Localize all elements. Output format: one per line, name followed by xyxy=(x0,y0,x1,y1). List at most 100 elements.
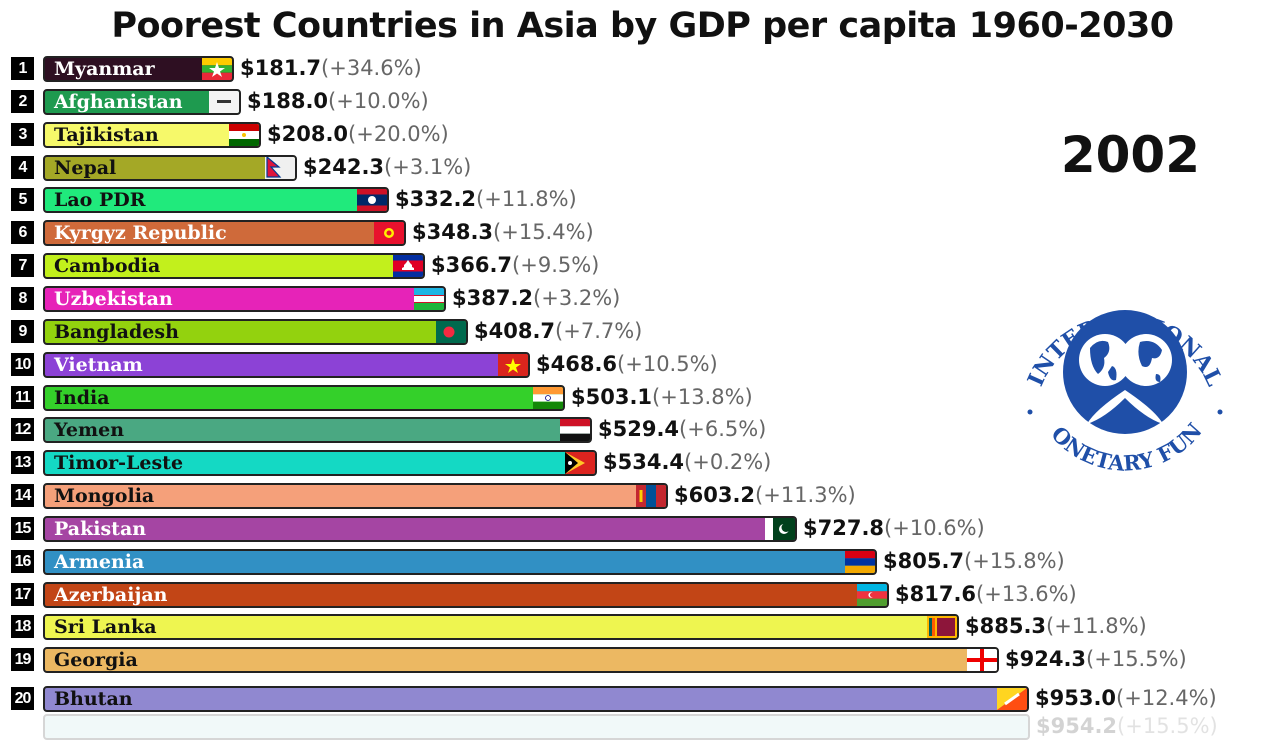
change-percent: (+3.2%) xyxy=(533,285,621,310)
pakistan-flag-icon xyxy=(765,517,795,540)
armenia-flag-icon xyxy=(845,550,875,573)
gdp-value: $817.6 xyxy=(895,581,977,606)
rank-badge: 7 xyxy=(11,254,34,278)
bar: Kyrgyz Republic xyxy=(43,220,406,247)
gdp-value: $503.1 xyxy=(571,384,653,409)
country-label: Bangladesh xyxy=(54,320,179,343)
change-percent: (+0.2%) xyxy=(684,450,772,475)
value-label: $366.7(+9.5%) xyxy=(431,253,599,277)
country-label: Tajikistan xyxy=(54,123,159,146)
change-percent: (+11.8%) xyxy=(1046,614,1147,639)
value-label: $503.1(+13.8%) xyxy=(571,385,753,409)
gdp-value: $924.3 xyxy=(1005,647,1087,672)
country-label: Pakistan xyxy=(54,517,147,540)
timor-leste-flag-icon xyxy=(565,452,595,475)
vietnam-flag-icon xyxy=(498,353,528,376)
change-percent: (+15.4%) xyxy=(493,220,594,245)
country-label: Cambodia xyxy=(54,255,161,278)
afghanistan-flag-icon xyxy=(209,90,239,113)
gdp-value: $885.3 xyxy=(965,614,1047,639)
gdp-value: $188.0 xyxy=(247,88,329,113)
myanmar-flag-icon xyxy=(202,58,232,80)
bar: Lao PDR xyxy=(43,187,389,214)
gdp-value: $348.3 xyxy=(412,220,494,245)
change-percent: (+15.5%) xyxy=(1117,714,1218,738)
bar: Vietnam xyxy=(43,351,530,378)
rank-badge: 8 xyxy=(11,286,34,310)
country-label: Afghanistan xyxy=(54,90,183,113)
country-label: Mongolia xyxy=(54,485,155,508)
bangladesh-flag-icon xyxy=(436,320,466,343)
rank-badge: 12 xyxy=(11,418,34,442)
change-percent: (+3.1%) xyxy=(384,154,472,179)
rank-badge: 9 xyxy=(11,319,34,343)
bar: Myanmar xyxy=(43,56,234,82)
rank-badge: 6 xyxy=(11,221,34,245)
rank-badge: 3 xyxy=(11,122,34,146)
value-label: $885.3(+11.8%) xyxy=(965,614,1147,638)
country-label: Myanmar xyxy=(54,58,155,80)
kyrgyzstan-flag-icon xyxy=(374,222,404,245)
bar: Georgia xyxy=(43,647,999,674)
country-label: India xyxy=(54,386,110,409)
change-percent: (+10.5%) xyxy=(617,351,718,376)
change-percent: (+6.5%) xyxy=(679,417,767,442)
value-label: $727.8(+10.6%) xyxy=(803,516,985,540)
value-label: $603.2(+11.3%) xyxy=(674,483,856,507)
uzbekistan-flag-icon xyxy=(414,287,444,310)
gdp-value: $953.0 xyxy=(1035,686,1117,711)
rank-badge: 14 xyxy=(11,484,34,508)
bhutan-flag-icon xyxy=(997,688,1027,711)
gdp-value: $534.4 xyxy=(603,450,685,475)
bar: Yemen xyxy=(43,417,592,444)
bar xyxy=(43,714,1030,740)
bar: India xyxy=(43,384,565,411)
change-percent: (+9.5%) xyxy=(512,253,600,278)
country-label: Timor-Leste xyxy=(54,452,184,475)
india-flag-icon xyxy=(533,386,563,409)
bar: Timor-Leste xyxy=(43,450,597,477)
change-percent: (+13.6%) xyxy=(976,581,1077,606)
value-label: $954.2(+15.5%) xyxy=(1036,714,1218,738)
value-label: $181.7(+34.6%) xyxy=(240,56,422,80)
georgia-flag-icon xyxy=(967,649,997,672)
gdp-value: $366.7 xyxy=(431,253,513,278)
change-percent: (+34.6%) xyxy=(321,56,422,80)
country-label: Sri Lanka xyxy=(54,616,157,639)
value-label: $208.0(+20.0%) xyxy=(267,122,449,146)
change-percent: (+10.6%) xyxy=(884,515,985,540)
bar: Pakistan xyxy=(43,515,797,542)
bar: Azerbaijan xyxy=(43,581,889,608)
change-percent: (+10.0%) xyxy=(328,88,429,113)
change-percent: (+15.8%) xyxy=(964,548,1065,573)
rank-badge: 18 xyxy=(11,615,34,639)
laos-flag-icon xyxy=(357,189,387,212)
value-label: $817.6(+13.6%) xyxy=(895,582,1077,606)
gdp-value: $208.0 xyxy=(267,121,349,146)
cambodia-flag-icon xyxy=(393,255,423,278)
azerbaijan-flag-icon xyxy=(857,583,887,606)
country-label: Nepal xyxy=(54,156,117,179)
rank-badge: 2 xyxy=(11,89,34,113)
bar: Afghanistan xyxy=(43,88,241,115)
imf-logo: INTERNATIONAL MONETARY FUND xyxy=(1016,262,1227,476)
country-label: Yemen xyxy=(54,419,125,442)
value-label: $348.3(+15.4%) xyxy=(412,220,594,244)
gdp-value: $387.2 xyxy=(452,285,534,310)
country-label: Armenia xyxy=(54,550,145,573)
change-percent: (+20.0%) xyxy=(348,121,449,146)
change-percent: (+15.5%) xyxy=(1086,647,1187,672)
bar: Nepal xyxy=(43,154,297,181)
rank-badge: 10 xyxy=(11,352,34,376)
change-percent: (+7.7%) xyxy=(555,318,643,343)
rank-badge: 13 xyxy=(11,451,34,475)
gdp-value: $181.7 xyxy=(240,56,322,80)
bar: Bangladesh xyxy=(43,318,468,345)
mongolia-flag-icon xyxy=(636,485,666,508)
rank-badge: 4 xyxy=(11,155,34,179)
gdp-value: $408.7 xyxy=(474,318,556,343)
rank-badge: 17 xyxy=(11,582,34,606)
country-label: Uzbekistan xyxy=(54,287,173,310)
country-label: Azerbaijan xyxy=(54,583,168,606)
value-label: $534.4(+0.2%) xyxy=(603,450,771,474)
